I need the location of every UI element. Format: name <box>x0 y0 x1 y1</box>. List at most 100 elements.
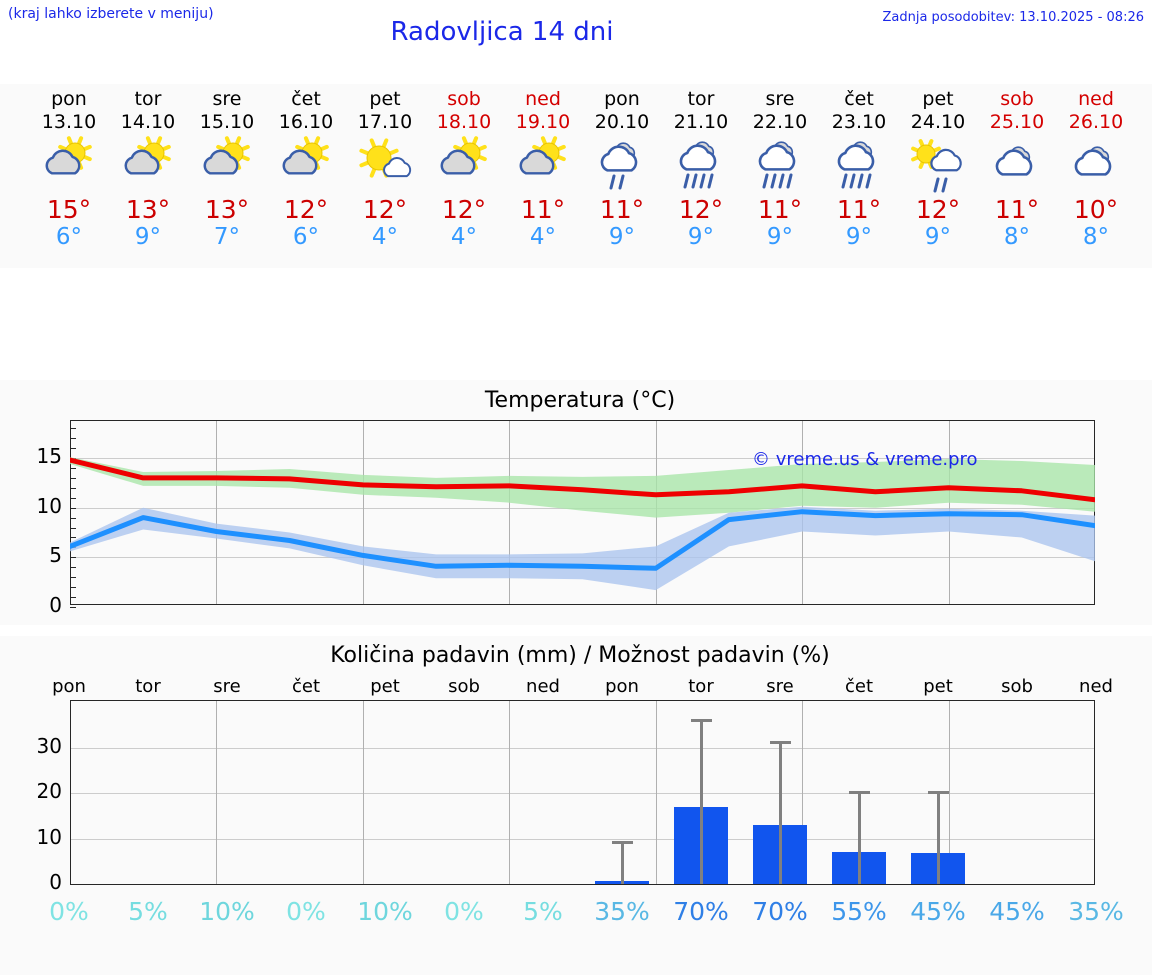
day-max-temp: 11° <box>836 195 882 224</box>
day-date-label: 24.10 <box>910 111 966 133</box>
day-max-temp: 12° <box>678 195 724 224</box>
temperature-axis-tick <box>70 557 76 559</box>
precipitation-day-label: pet <box>923 676 953 697</box>
day-of-week-label: pon <box>604 88 640 110</box>
partly-cloudy-icon <box>197 136 257 190</box>
precipitation-day-label: sob <box>448 676 480 697</box>
day-of-week-label: čet <box>844 88 874 110</box>
temperature-axis-tick <box>70 497 76 499</box>
precipitation-y-tick: 20 <box>36 779 62 804</box>
day-max-temp: 11° <box>994 195 1040 224</box>
precipitation-probability-label: 0% <box>286 897 326 926</box>
cloudy-rain-icon <box>829 136 889 190</box>
day-max-temp: 11° <box>757 195 803 224</box>
precipitation-y-tick: 0 <box>49 870 62 894</box>
temperature-axis-tick <box>70 477 76 479</box>
precipitation-probability-label: 0% <box>444 897 484 926</box>
precipitation-error-cap <box>690 718 712 722</box>
last-updated-label: Zadnja posodobitev: 13.10.2025 - 08:26 <box>882 10 1144 25</box>
precipitation-gridline <box>71 838 1094 840</box>
precipitation-y-tick: 30 <box>36 734 62 759</box>
temperature-axis-tick <box>70 517 76 519</box>
partly-cloudy-icon <box>276 136 336 190</box>
precipitation-probability-label: 10% <box>357 897 413 926</box>
precipitation-day-label: pon <box>605 676 639 697</box>
precipitation-day-separator <box>362 701 364 884</box>
precipitation-probability-label: 10% <box>199 897 255 926</box>
temperature-day-separator <box>509 421 511 604</box>
precipitation-error-bar <box>778 741 782 884</box>
precipitation-day-label: čet <box>844 676 874 697</box>
precipitation-day-separator <box>216 701 218 884</box>
precipitation-gridline <box>71 793 1094 795</box>
day-of-week-label: sob <box>1000 88 1034 110</box>
temperature-axis-tick <box>70 487 76 489</box>
day-min-temp: 9° <box>134 224 162 250</box>
temperature-axis-tick <box>70 527 76 529</box>
location-menu-hint[interactable]: (kraj lahko izberete v meniju) <box>8 6 214 22</box>
day-min-temp: 8° <box>1082 224 1110 250</box>
day-date-label: 13.10 <box>41 111 97 133</box>
day-max-temp: 11° <box>599 195 645 224</box>
precipitation-probability-label: 45% <box>989 897 1045 926</box>
partly-cloudy-icon <box>118 136 178 190</box>
day-min-temp: 6° <box>292 224 320 250</box>
watermark-credit: © vreme.us & vreme.pro <box>752 449 978 470</box>
precipitation-day-label: pon <box>52 676 86 697</box>
sun-cloud-rain-icon <box>908 136 968 193</box>
temperature-axis-tick <box>70 428 76 430</box>
forecast-strip: pon 13.10 15° 6° tor 14.10 13° 9° sre 15.10 13°… <box>0 84 1152 268</box>
precipitation-error-cap <box>769 741 791 745</box>
day-min-temp: 8° <box>1003 224 1031 250</box>
day-of-week-label: pet <box>922 88 954 110</box>
day-of-week-label: sob <box>447 88 481 110</box>
temperature-y-tick: 15 <box>36 444 62 469</box>
day-of-week-label: pet <box>369 88 401 110</box>
precipitation-error-cap <box>927 791 949 795</box>
temperature-y-tick: 0 <box>49 593 62 617</box>
precipitation-error-cap <box>848 791 870 795</box>
precipitation-probability-label: 5% <box>128 897 168 926</box>
day-date-label: 15.10 <box>199 111 255 133</box>
day-max-temp: 13° <box>125 195 171 224</box>
day-date-label: 16.10 <box>278 111 334 133</box>
day-max-temp: 12° <box>441 195 487 224</box>
temperature-y-tick: 5 <box>49 543 62 568</box>
day-date-label: 14.10 <box>120 111 176 133</box>
day-max-temp: 13° <box>204 195 250 224</box>
partly-cloudy-icon <box>434 136 494 190</box>
precipitation-day-label: sre <box>213 676 241 697</box>
day-of-week-label: čet <box>291 88 321 110</box>
day-max-temp: 12° <box>362 195 408 224</box>
day-min-temp: 4° <box>371 224 399 250</box>
day-of-week-label: ned <box>1078 88 1114 110</box>
temperature-axis-tick <box>70 597 76 599</box>
precipitation-day-label: tor <box>135 676 161 697</box>
precipitation-day-label: ned <box>1079 676 1113 697</box>
cloudy-icon <box>987 136 1047 190</box>
temperature-series-plot <box>70 457 1095 591</box>
precipitation-gridline <box>71 748 1094 750</box>
temperature-axis-tick <box>70 448 76 450</box>
day-min-temp: 4° <box>450 224 478 250</box>
precipitation-error-bar <box>936 791 940 884</box>
day-max-temp: 10° <box>1073 195 1119 224</box>
temperature-day-separator <box>216 421 218 604</box>
precipitation-probability-label: 55% <box>831 897 887 926</box>
cloudy-rain-icon <box>750 136 810 190</box>
temperature-axis-tick <box>70 467 76 469</box>
day-min-temp: 9° <box>687 224 715 250</box>
precipitation-probability-label: 5% <box>523 897 563 926</box>
temperature-axis-tick <box>70 567 76 569</box>
precipitation-y-tick: 10 <box>36 824 62 849</box>
precipitation-day-label: sre <box>766 676 794 697</box>
day-date-label: 19.10 <box>515 111 571 133</box>
day-of-week-label: pon <box>51 88 87 110</box>
temperature-axis-tick <box>70 438 76 440</box>
temperature-axis-tick <box>70 577 76 579</box>
temperature-y-tick: 10 <box>36 493 62 518</box>
precipitation-error-bar <box>620 840 624 884</box>
day-date-label: 23.10 <box>831 111 887 133</box>
day-date-label: 18.10 <box>436 111 492 133</box>
precipitation-day-separator <box>948 701 950 884</box>
